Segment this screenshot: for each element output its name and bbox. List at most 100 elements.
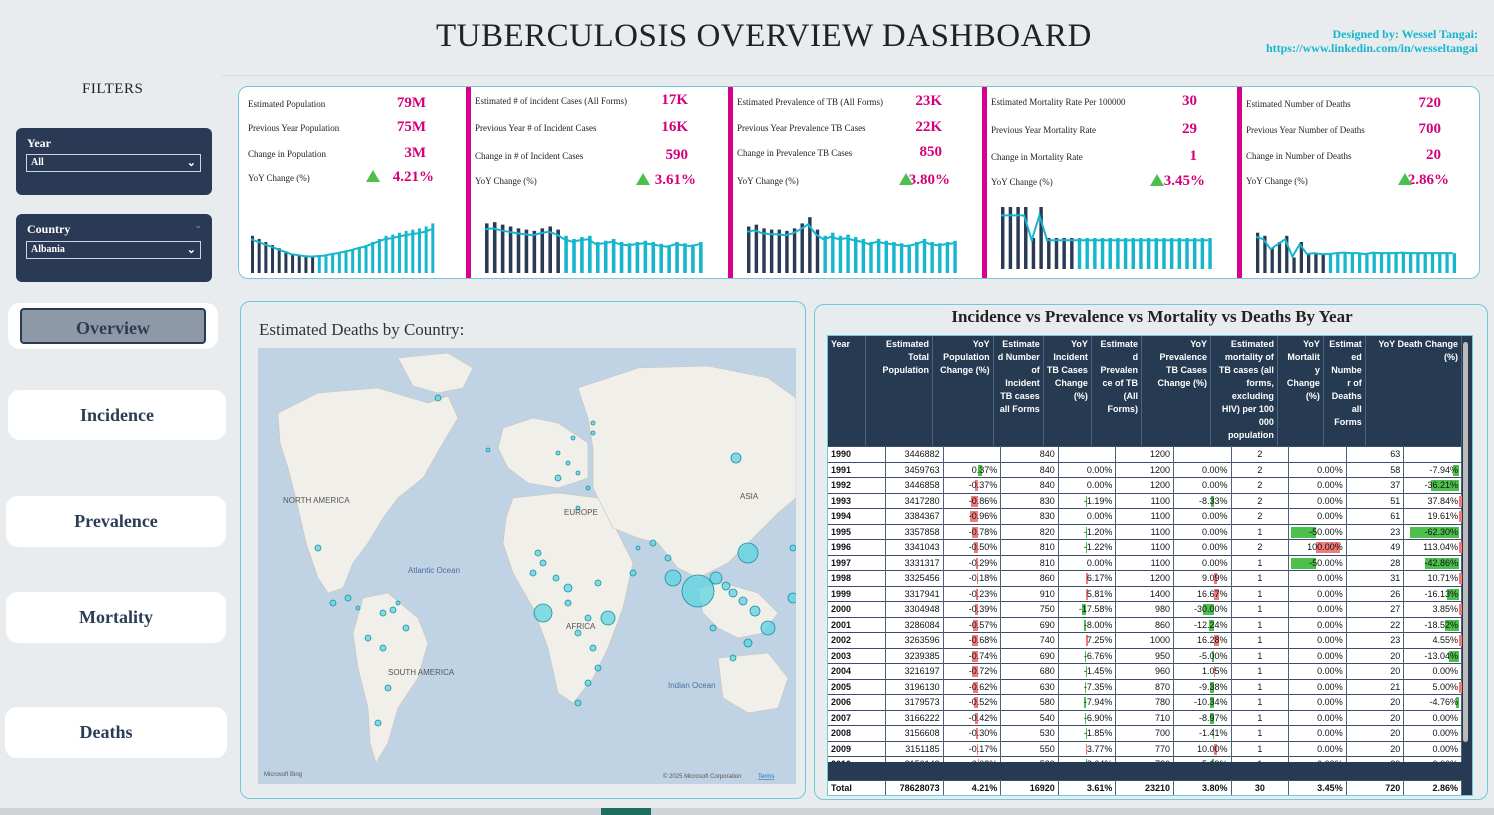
- country-bubble[interactable]: [485, 447, 491, 453]
- country-bubble[interactable]: [533, 603, 553, 623]
- table-row[interactable]: 2003 3239385 -0.74% 690 -6.76% 950 -5.00% 1 0.00…: [828, 647, 1462, 663]
- table-row[interactable]: 2004 3216197 -0.72% 680 -1.45% 960 1.05% 1 0.00%…: [828, 663, 1462, 679]
- country-bubble[interactable]: [760, 620, 776, 636]
- table-row[interactable]: 1995 3357858 -0.78% 820 -1.20% 1100 0.00% 1 -50.…: [828, 523, 1462, 539]
- country-bubble[interactable]: [787, 592, 796, 604]
- country-bubble[interactable]: [584, 679, 592, 687]
- country-bubble[interactable]: [570, 435, 576, 441]
- country-bubble[interactable]: [534, 549, 542, 557]
- country-bubble[interactable]: [565, 460, 571, 466]
- country-bubble[interactable]: [355, 605, 361, 611]
- country-bubble[interactable]: [600, 610, 616, 626]
- table-row[interactable]: 2002 3263596 -0.68% 740 7.25% 1000 16.28% 1 0.00…: [828, 632, 1462, 648]
- country-bubble[interactable]: [374, 719, 382, 727]
- nav-mortality-button[interactable]: Mortality: [6, 592, 226, 643]
- credit-link[interactable]: https://www.linkedin.com/in/wesseltangai: [1265, 41, 1478, 55]
- country-bubble[interactable]: [594, 664, 602, 672]
- table-row[interactable]: 20103150143-0.03%530-3.64%730-5.19%10.00…: [828, 756, 1462, 762]
- country-bubble[interactable]: [709, 624, 717, 632]
- country-bubble[interactable]: [563, 583, 573, 593]
- column-header[interactable]: Estimate d Number of Incident TB cases a…: [993, 336, 1044, 446]
- country-bubble[interactable]: [730, 452, 742, 464]
- column-header[interactable]: YoY Death Change (%): [1365, 336, 1463, 446]
- table-row[interactable]: 1996 3341043 -0.50% 810 -1.22% 1100 0.00% 2 100.…: [828, 539, 1462, 555]
- map-terms-link[interactable]: Terms: [758, 774, 774, 780]
- country-bubble[interactable]: [574, 699, 582, 707]
- country-bubble[interactable]: [589, 644, 597, 652]
- country-bubble[interactable]: [554, 474, 562, 482]
- year-dropdown[interactable]: All ⌄: [26, 154, 201, 172]
- country-bubble[interactable]: [314, 544, 322, 552]
- column-header[interactable]: Estimate d Prevalen ce of TB (All Forms): [1091, 336, 1143, 446]
- country-bubble[interactable]: [529, 569, 537, 577]
- country-bubble[interactable]: [664, 569, 682, 587]
- table-row[interactable]: 2007 3166222 -0.42% 540 -6.90% 710 -8.97% 1 0.00…: [828, 709, 1462, 725]
- country-bubble[interactable]: [749, 605, 761, 617]
- country-bubble[interactable]: [344, 594, 352, 602]
- column-header[interactable]: YoY Incident TB Cases Change (%): [1043, 336, 1092, 446]
- table-row[interactable]: 2008 3156608 -0.30% 530 -1.85% 700 -1.41% 1 0.00…: [828, 725, 1462, 741]
- column-header[interactable]: Estimat ed Numbe r of Deaths all Forms: [1323, 336, 1366, 446]
- column-header[interactable]: YoY Population Change (%): [932, 336, 994, 446]
- column-header[interactable]: YoY Prevalence TB Cases Change (%): [1141, 336, 1212, 446]
- country-bubble[interactable]: [555, 450, 561, 456]
- country-bubble[interactable]: [738, 596, 748, 606]
- deaths-map[interactable]: NORTH AMERICA Atlantic Ocean SOUTH AMERI…: [258, 348, 796, 784]
- nav-deaths-button[interactable]: Deaths: [5, 707, 227, 758]
- country-bubble[interactable]: [575, 470, 581, 476]
- country-bubble[interactable]: [590, 420, 596, 426]
- table-row[interactable]: 2005 3196130 -0.62% 630 -7.35% 870 -9.38% 1 0.00…: [828, 678, 1462, 694]
- country-bubble[interactable]: [574, 629, 582, 637]
- nav-prevalence-button[interactable]: Prevalence: [6, 496, 226, 547]
- column-header[interactable]: Year: [828, 336, 867, 446]
- country-bubble[interactable]: [635, 545, 641, 551]
- table-row[interactable]: 2001 3286084 -0.57% 690 -8.00% 860 -12.24% 1 0.0…: [828, 616, 1462, 632]
- country-bubble[interactable]: [389, 606, 397, 614]
- country-bubble[interactable]: [590, 430, 596, 436]
- summary-table[interactable]: Year Estimated Total Population YoY Popula…: [827, 335, 1473, 796]
- country-bubble[interactable]: [728, 588, 738, 598]
- nav-incidence-button[interactable]: Incidence: [8, 390, 226, 440]
- country-bubble[interactable]: [737, 542, 759, 564]
- column-header[interactable]: Estimated mortality of TB cases (all for…: [1210, 336, 1278, 446]
- country-bubble[interactable]: [709, 571, 723, 585]
- country-bubble[interactable]: [402, 624, 410, 632]
- country-bubble[interactable]: [552, 574, 560, 582]
- country-bubble[interactable]: [721, 581, 731, 591]
- table-row[interactable]: 1993 3417280 -0.86% 830 -1.19% 1100 -8.33% 2 0.0…: [828, 492, 1462, 508]
- country-bubble[interactable]: [743, 638, 753, 648]
- country-bubble[interactable]: [539, 559, 547, 567]
- country-bubble[interactable]: [379, 609, 387, 617]
- page-tab-active[interactable]: [601, 808, 651, 815]
- table-row[interactable]: 1998 3325456 -0.18% 860 6.17% 1200 9.09% 1 0.00%…: [828, 570, 1462, 586]
- country-bubble[interactable]: [585, 485, 591, 491]
- table-row[interactable]: 1999 3317941 -0.23% 910 5.81% 1400 16.67% 1 0.00…: [828, 585, 1462, 601]
- country-bubble[interactable]: [681, 574, 715, 608]
- table-row[interactable]: 2000 3304948 -0.39% 750 -17.58% 980 -30.00% 1 0.…: [828, 601, 1462, 617]
- table-row[interactable]: 2006 3179573 -0.52% 580 -7.94% 780 -10.34% 1 0.0…: [828, 694, 1462, 710]
- table-row[interactable]: 1992 3446858 -0.37% 840 0.00% 1200 0.00% 2 0.00%…: [828, 477, 1462, 493]
- country-bubble[interactable]: [729, 654, 737, 662]
- nav-overview-button[interactable]: Overview: [8, 303, 218, 349]
- country-bubble[interactable]: [629, 569, 637, 577]
- table-row[interactable]: 2009 3151185 -0.17% 550 3.77% 770 10.00% 1 0.00%…: [828, 740, 1462, 756]
- country-dropdown[interactable]: Albania ⌄: [26, 241, 201, 259]
- country-bubble[interactable]: [364, 634, 372, 642]
- country-bubble[interactable]: [664, 554, 672, 562]
- country-bubble[interactable]: [395, 600, 401, 606]
- country-bubble[interactable]: [789, 544, 796, 552]
- table-scrollbar[interactable]: [1463, 342, 1468, 742]
- table-row[interactable]: 1991 3459763 0.37% 840 0.00% 1200 0.00% 2 0.00% 5…: [828, 461, 1462, 477]
- country-bubble[interactable]: [584, 614, 592, 622]
- country-bubble[interactable]: [384, 684, 392, 692]
- country-bubble[interactable]: [379, 644, 387, 652]
- country-bubble[interactable]: [594, 579, 602, 587]
- country-bubble[interactable]: [649, 539, 657, 547]
- table-row[interactable]: 1997 3331317 -0.29% 810 0.00% 1100 0.00% 1 -50.0…: [828, 554, 1462, 570]
- country-bubble[interactable]: [434, 394, 442, 402]
- table-row[interactable]: 1990 3446882 840 1200 2 63: [828, 446, 1462, 462]
- column-header[interactable]: YoY Mortalit y Change (%): [1277, 336, 1324, 446]
- country-bubble[interactable]: [564, 599, 572, 607]
- country-bubble[interactable]: [575, 505, 581, 511]
- column-header[interactable]: Estimated Total Population: [865, 336, 934, 446]
